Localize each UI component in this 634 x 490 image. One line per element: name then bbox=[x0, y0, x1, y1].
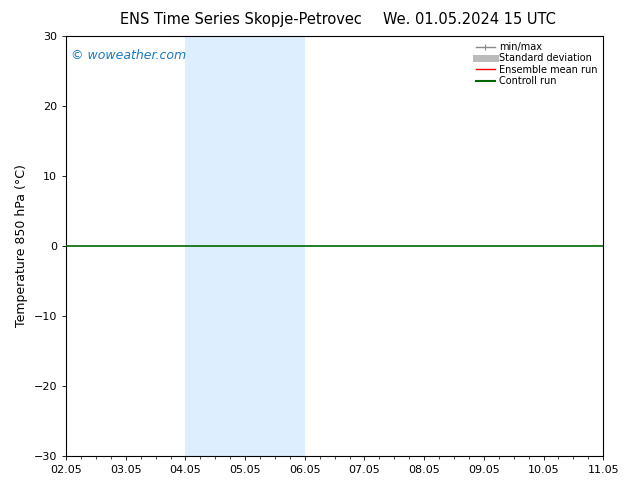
Y-axis label: Temperature 850 hPa (°C): Temperature 850 hPa (°C) bbox=[15, 165, 28, 327]
Legend: min/max, Standard deviation, Ensemble mean run, Controll run: min/max, Standard deviation, Ensemble me… bbox=[472, 38, 601, 90]
Text: © woweather.com: © woweather.com bbox=[72, 49, 186, 62]
Bar bbox=[603, 36, 634, 456]
Bar bbox=[185, 36, 305, 456]
Text: We. 01.05.2024 15 UTC: We. 01.05.2024 15 UTC bbox=[383, 12, 555, 27]
Text: ENS Time Series Skopje-Petrovec: ENS Time Series Skopje-Petrovec bbox=[120, 12, 362, 27]
